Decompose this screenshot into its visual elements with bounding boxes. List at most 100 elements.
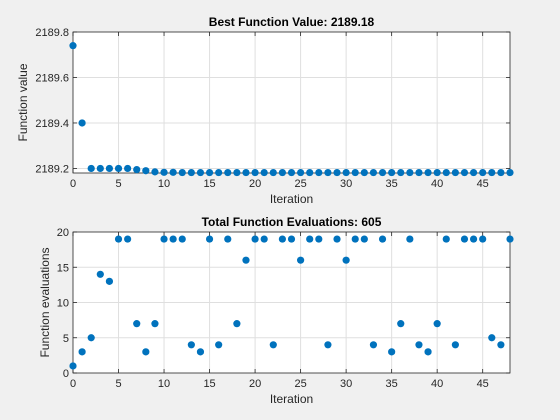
data-point bbox=[151, 320, 159, 328]
data-point bbox=[388, 168, 396, 177]
data-point bbox=[196, 348, 205, 356]
data-point bbox=[78, 119, 86, 127]
data-point bbox=[69, 42, 77, 50]
data-point bbox=[124, 164, 132, 173]
data-point bbox=[378, 168, 387, 177]
data-point bbox=[406, 235, 414, 243]
data-point bbox=[187, 168, 195, 177]
function-evaluations-plot: 0 5 10 15 20 25 30 35 40 45 0 5 10 15 20 Total Function… bbox=[38, 215, 514, 406]
data-point bbox=[133, 165, 141, 174]
x-axis-label: Iteration bbox=[270, 392, 313, 406]
y-tick-label: 2189.2 bbox=[35, 163, 69, 175]
data-point bbox=[488, 168, 496, 177]
x-tick-label: 35 bbox=[386, 378, 398, 390]
x-tick-label: 0 bbox=[70, 378, 76, 390]
data-point bbox=[297, 256, 305, 264]
data-point bbox=[324, 341, 332, 349]
data-point bbox=[469, 235, 478, 243]
data-point bbox=[415, 168, 423, 177]
data-point bbox=[424, 348, 432, 356]
y-tick-label: 15 bbox=[57, 262, 69, 274]
data-point bbox=[369, 168, 378, 177]
data-point bbox=[506, 235, 514, 243]
data-point bbox=[369, 341, 378, 349]
data-point bbox=[306, 235, 314, 243]
data-point bbox=[169, 168, 177, 176]
data-point bbox=[87, 164, 95, 173]
best-function-value-plot: 0 5 10 15 20 25 30 35 40 45 2189.2 2189.4 2189.6 2189… bbox=[16, 15, 514, 206]
data-point bbox=[497, 168, 505, 177]
data-point bbox=[187, 341, 195, 349]
data-point bbox=[415, 341, 423, 349]
data-point bbox=[479, 168, 487, 177]
data-point bbox=[278, 168, 286, 177]
x-tick-label: 45 bbox=[477, 378, 489, 390]
data-point bbox=[178, 235, 186, 243]
x-tick-label: 30 bbox=[340, 378, 352, 390]
data-point bbox=[460, 168, 469, 177]
x-axis-label: Iteration bbox=[270, 192, 313, 206]
data-point bbox=[251, 235, 259, 243]
data-point bbox=[142, 167, 150, 175]
y-axis-label: Function evaluations bbox=[38, 247, 52, 357]
x-tick-label: 20 bbox=[249, 378, 261, 390]
data-point bbox=[324, 168, 332, 177]
data-point bbox=[278, 235, 286, 243]
x-tick-label: 40 bbox=[431, 378, 443, 390]
data-point bbox=[124, 235, 132, 243]
data-point bbox=[160, 235, 168, 243]
data-point bbox=[78, 348, 86, 356]
data-point bbox=[397, 168, 405, 177]
data-point bbox=[315, 168, 323, 177]
x-tick-label: 0 bbox=[70, 178, 76, 190]
data-point bbox=[224, 168, 232, 177]
x-tick-label: 40 bbox=[431, 178, 443, 190]
data-point bbox=[360, 235, 368, 243]
data-point bbox=[433, 168, 441, 177]
data-point bbox=[433, 320, 441, 328]
data-point bbox=[69, 362, 77, 370]
data-point bbox=[488, 334, 496, 342]
data-point bbox=[105, 164, 114, 173]
y-tick-label: 10 bbox=[57, 298, 69, 310]
data-point bbox=[315, 235, 323, 243]
data-point bbox=[233, 320, 241, 328]
chart-title: Best Function Value: 2189.18 bbox=[209, 15, 375, 29]
data-point bbox=[105, 277, 114, 285]
data-point bbox=[469, 168, 478, 177]
data-point bbox=[460, 235, 469, 243]
data-point bbox=[215, 168, 223, 177]
data-point bbox=[388, 348, 396, 356]
data-point bbox=[205, 235, 214, 243]
data-point bbox=[178, 168, 186, 177]
data-point bbox=[242, 168, 250, 177]
data-point bbox=[233, 168, 241, 177]
data-point bbox=[497, 341, 505, 349]
data-point bbox=[287, 168, 296, 177]
data-point bbox=[451, 168, 459, 177]
data-point bbox=[224, 235, 232, 243]
x-tick-label: 15 bbox=[203, 378, 215, 390]
data-point bbox=[287, 235, 296, 243]
y-tick-label: 0 bbox=[63, 368, 69, 380]
y-axis-label: Function value bbox=[16, 63, 30, 141]
data-point bbox=[260, 235, 268, 243]
x-tick-label: 5 bbox=[115, 178, 121, 190]
data-point bbox=[360, 168, 368, 177]
data-point bbox=[142, 348, 150, 356]
data-point bbox=[251, 168, 259, 177]
data-point bbox=[451, 341, 459, 349]
y-tick-label: 2189.4 bbox=[35, 118, 69, 130]
x-tick-label: 10 bbox=[158, 378, 170, 390]
x-tick-label: 35 bbox=[386, 178, 398, 190]
x-tick-label: 20 bbox=[249, 178, 261, 190]
data-point bbox=[297, 168, 305, 177]
data-point bbox=[306, 168, 314, 177]
data-point bbox=[269, 168, 277, 177]
data-point bbox=[378, 235, 387, 243]
data-point bbox=[196, 168, 205, 177]
data-point bbox=[333, 235, 341, 243]
data-point bbox=[96, 270, 104, 278]
data-point bbox=[151, 168, 159, 176]
